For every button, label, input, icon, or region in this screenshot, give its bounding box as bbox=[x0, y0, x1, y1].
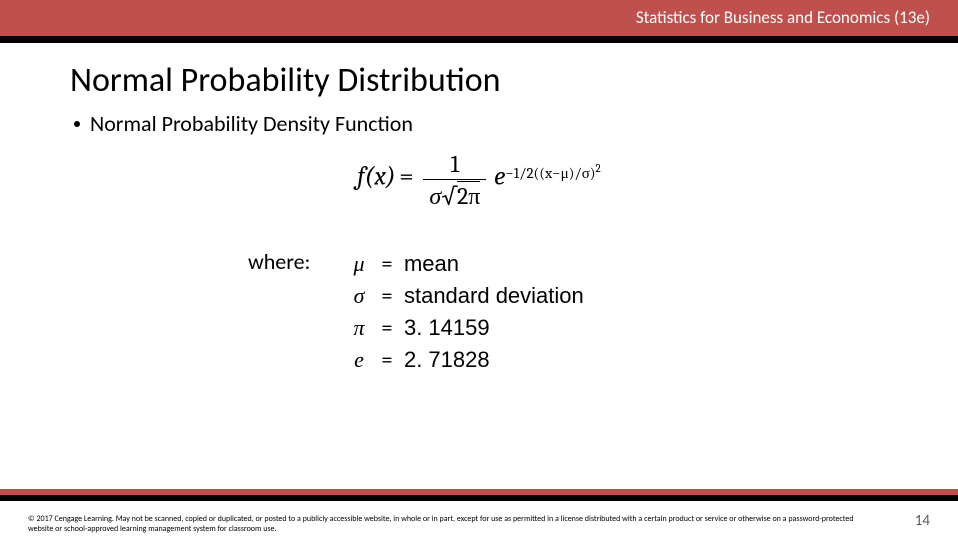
sqrt-icon: √ bbox=[441, 182, 457, 210]
fraction-denominator: σ√2π bbox=[423, 180, 486, 211]
mu-icon: μ bbox=[348, 248, 370, 280]
header-bar: Statistics for Business and Economics (1… bbox=[0, 0, 958, 40]
e-icon: e bbox=[348, 344, 370, 376]
bullet-text: Normal Probability Density Function bbox=[90, 110, 413, 137]
bullet-icon bbox=[74, 121, 80, 127]
page-number: 14 bbox=[915, 512, 930, 530]
def-value: 2. 71828 bbox=[404, 347, 490, 372]
den-sigma: σ bbox=[429, 182, 441, 210]
formula-lhs: f(x) bbox=[357, 161, 395, 191]
formula-e: e bbox=[494, 161, 505, 191]
definitions: μ = mean σ = standard deviation π = 3. 1… bbox=[348, 248, 584, 376]
copyright: © 2017 Cengage Learning. May not be scan… bbox=[28, 514, 858, 534]
equals-icon: = bbox=[375, 312, 399, 344]
book-title: Statistics for Business and Economics (1… bbox=[636, 0, 930, 36]
slide: Statistics for Business and Economics (1… bbox=[0, 0, 958, 540]
def-row: σ = standard deviation bbox=[348, 280, 584, 312]
page-title: Normal Probability Distribution bbox=[70, 60, 501, 101]
header-underline bbox=[0, 36, 958, 43]
where-label: where: bbox=[248, 248, 310, 275]
def-value: 3. 14159 bbox=[404, 315, 490, 340]
formula-equals: = bbox=[399, 161, 419, 191]
equals-icon: = bbox=[375, 280, 399, 312]
exp-body: −1/2((x−μ)/σ) bbox=[505, 164, 595, 182]
pi-icon: π bbox=[348, 312, 370, 344]
def-row: e = 2. 71828 bbox=[348, 344, 584, 376]
exp-square: 2 bbox=[596, 162, 601, 175]
equals-icon: = bbox=[375, 248, 399, 280]
footer-bar-black bbox=[0, 495, 958, 501]
den-2pi: 2π bbox=[457, 181, 480, 210]
def-row: π = 3. 14159 bbox=[348, 312, 584, 344]
def-row: μ = mean bbox=[348, 248, 584, 280]
formula: f(x) = 1 σ√2π e−1/2((x−μ)/σ)2 bbox=[0, 150, 958, 211]
formula-fraction: 1 σ√2π bbox=[423, 150, 486, 211]
formula-exponent: −1/2((x−μ)/σ)2 bbox=[505, 164, 600, 182]
def-value: standard deviation bbox=[404, 283, 584, 308]
def-value: mean bbox=[404, 251, 459, 276]
sigma-icon: σ bbox=[348, 280, 370, 312]
bullet-row: Normal Probability Density Function bbox=[74, 110, 413, 137]
fraction-numerator: 1 bbox=[423, 150, 486, 180]
equals-icon: = bbox=[375, 344, 399, 376]
